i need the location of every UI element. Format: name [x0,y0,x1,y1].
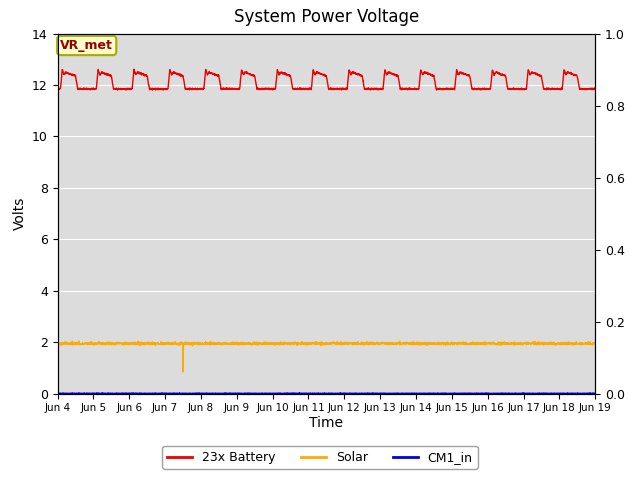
23x Battery [284,72,291,77]
Legend: 23x Battery, Solar, CM1_in: 23x Battery, Solar, CM1_in [163,446,477,469]
Solar [260,342,268,348]
Solar [179,369,187,374]
23x Battery [147,86,155,92]
Line: CM1_in: CM1_in [58,393,595,394]
Line: 23x Battery: 23x Battery [58,69,595,90]
Line: Solar: Solar [58,341,595,372]
CM1_in [147,390,155,396]
Solar [54,339,61,345]
Solar [147,340,155,346]
Text: VR_met: VR_met [60,39,113,52]
CM1_in [54,390,61,396]
Solar [524,341,531,347]
CM1_in [284,390,291,396]
Solar [115,341,123,347]
23x Battery [260,86,268,92]
Solar [581,341,589,347]
CM1_in [524,390,531,396]
CM1_in [115,391,123,396]
X-axis label: Time: Time [309,416,344,430]
CM1_in [260,391,268,396]
Y-axis label: Volts: Volts [12,197,26,230]
23x Battery [591,86,599,92]
23x Battery [524,78,531,84]
Title: System Power Voltage: System Power Voltage [234,9,419,26]
CM1_in [581,391,589,396]
23x Battery [130,66,138,72]
Solar [75,338,83,344]
23x Battery [581,85,589,91]
Solar [591,340,599,346]
CM1_in [310,391,318,396]
23x Battery [54,85,61,91]
CM1_in [284,390,291,396]
Solar [284,341,291,347]
23x Battery [159,87,167,93]
CM1_in [591,390,599,396]
23x Battery [115,86,123,92]
